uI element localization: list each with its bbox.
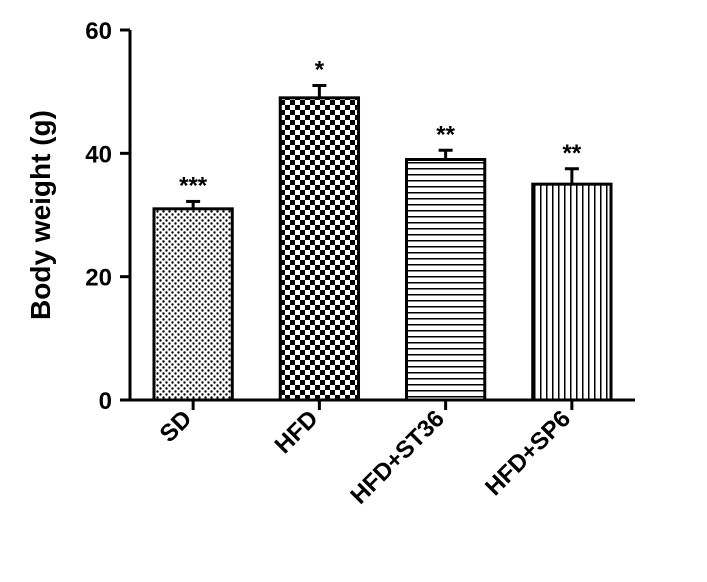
bar-chart: 0 20 40 60 Body weight (g) *** SD * HFD ** HFD+ST3… [0,0,707,582]
bar-hfd-st36 [406,160,484,401]
x-category-label: HFD [270,405,324,459]
significance-label: ** [563,140,582,167]
x-category-label: SD [155,405,198,448]
x-category-label: HFD+ST36 [345,405,449,509]
y-tick-label: 0 [99,388,112,415]
significance-label: ** [436,121,455,148]
y-tick-label: 20 [85,265,112,292]
bar-hfd-sp6 [533,184,611,400]
y-tick-label: 40 [85,141,112,168]
y-axis-label: Body weight (g) [25,110,56,320]
bar-hfd [280,98,358,400]
bar-sd [154,209,232,400]
y-tick-label: 60 [85,18,112,45]
significance-label: *** [179,172,208,199]
x-category-label: HFD+SP6 [480,405,576,501]
significance-label: * [315,57,325,84]
